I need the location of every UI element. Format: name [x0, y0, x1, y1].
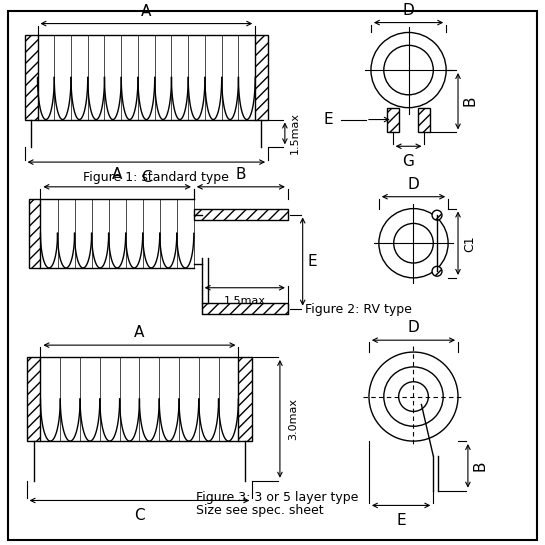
Circle shape: [432, 210, 442, 220]
Text: E: E: [307, 254, 317, 269]
Bar: [387, 108, 398, 132]
Text: Size see spec. sheet: Size see spec. sheet: [196, 505, 323, 517]
Circle shape: [432, 267, 442, 276]
Text: Figure 2: RV type: Figure 2: RV type: [305, 302, 411, 316]
Text: C1: C1: [463, 235, 476, 252]
Text: D: D: [403, 3, 414, 17]
Bar: [194, 209, 288, 221]
Text: D: D: [408, 177, 419, 192]
Text: C: C: [134, 508, 145, 523]
Bar: [28, 199, 40, 268]
Text: B: B: [235, 167, 246, 182]
Text: G: G: [403, 154, 415, 169]
Text: C: C: [141, 170, 152, 185]
Text: 3.0max: 3.0max: [288, 398, 298, 440]
Bar: [255, 35, 268, 119]
Bar: [238, 357, 252, 441]
Text: B: B: [473, 461, 488, 471]
Text: A: A: [112, 167, 122, 182]
Text: B: B: [463, 96, 478, 106]
Text: E: E: [324, 112, 334, 127]
Text: A: A: [134, 325, 144, 340]
Text: D: D: [408, 320, 419, 335]
Text: 1.5max: 1.5max: [290, 112, 300, 154]
Bar: [419, 108, 431, 132]
Text: E: E: [396, 513, 406, 528]
Text: A: A: [141, 4, 152, 19]
Text: Figure 3: 3 or 5 layer type: Figure 3: 3 or 5 layer type: [196, 490, 358, 504]
Bar: [25, 35, 38, 119]
Bar: [27, 357, 40, 441]
Text: 1.5max: 1.5max: [224, 296, 266, 306]
Bar: [202, 302, 288, 314]
Text: Figure 1: standard type: Figure 1: standard type: [83, 171, 229, 184]
